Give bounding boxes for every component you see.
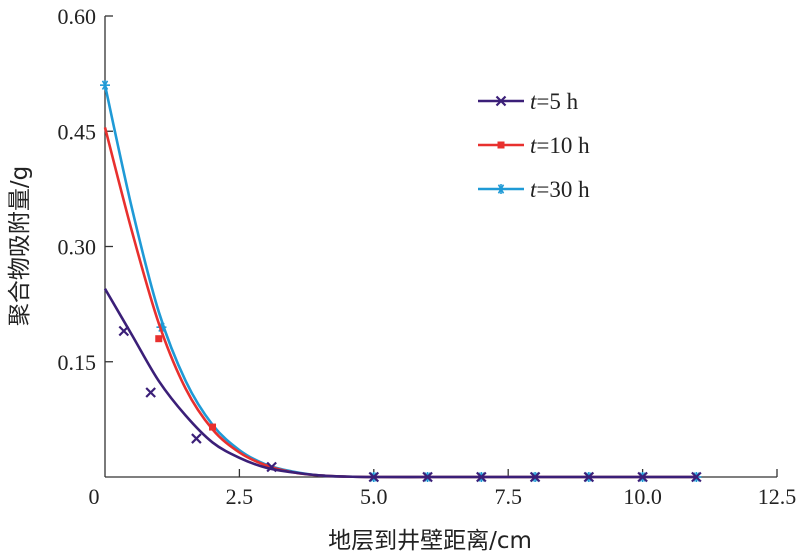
data-point (191, 433, 202, 444)
legend-item: t=10 h (478, 133, 590, 158)
legend-marker (495, 95, 507, 107)
legend: t=5 h t=10 h t=30 h (478, 89, 590, 202)
x-axis-title: 地层到井壁距离/cm (328, 528, 532, 554)
legend-label: t=30 h (530, 177, 590, 202)
data-point (266, 461, 277, 473)
legend-item: t=5 h (478, 89, 579, 114)
data-point (100, 80, 110, 91)
series-1 (103, 288, 702, 483)
series-layer (100, 80, 702, 483)
x-tick-label: 10.0 (623, 484, 662, 509)
data-point (155, 335, 163, 343)
series-line (103, 84, 697, 479)
x-tick-label: 2.5 (226, 484, 254, 509)
legend-label: t=5 h (530, 89, 579, 114)
x-tick-label: 5.0 (360, 484, 388, 509)
x-tick-label: 7.5 (494, 484, 522, 509)
y-tick-label: 0.60 (58, 4, 97, 29)
y-tick-label: 0.30 (58, 235, 97, 260)
data-point (583, 471, 595, 483)
data-point (145, 387, 156, 398)
y-axis-title: 聚合物吸附量/g (7, 166, 33, 326)
data-point (476, 471, 487, 483)
data-point (422, 471, 433, 483)
data-point (368, 471, 380, 483)
data-point (691, 471, 702, 483)
x-tick-label: 0 (89, 484, 100, 509)
x-tick-label: 12.5 (758, 484, 797, 509)
data-point (118, 325, 130, 337)
data-point (637, 471, 648, 483)
series-line (103, 288, 697, 479)
legend-item: t=30 h (478, 177, 590, 202)
data-point (529, 471, 541, 483)
y-tick-label: 0.15 (58, 350, 97, 375)
y-tick-label: 0.45 (58, 119, 97, 144)
legend-label: t=10 h (530, 133, 590, 158)
axes: 0 2.5 5.0 7.5 10.0 12.5 0.15 0.30 0.45 0.60 (58, 4, 797, 509)
legend-marker (496, 184, 506, 194)
legend-marker (497, 141, 505, 149)
data-point (209, 423, 217, 431)
